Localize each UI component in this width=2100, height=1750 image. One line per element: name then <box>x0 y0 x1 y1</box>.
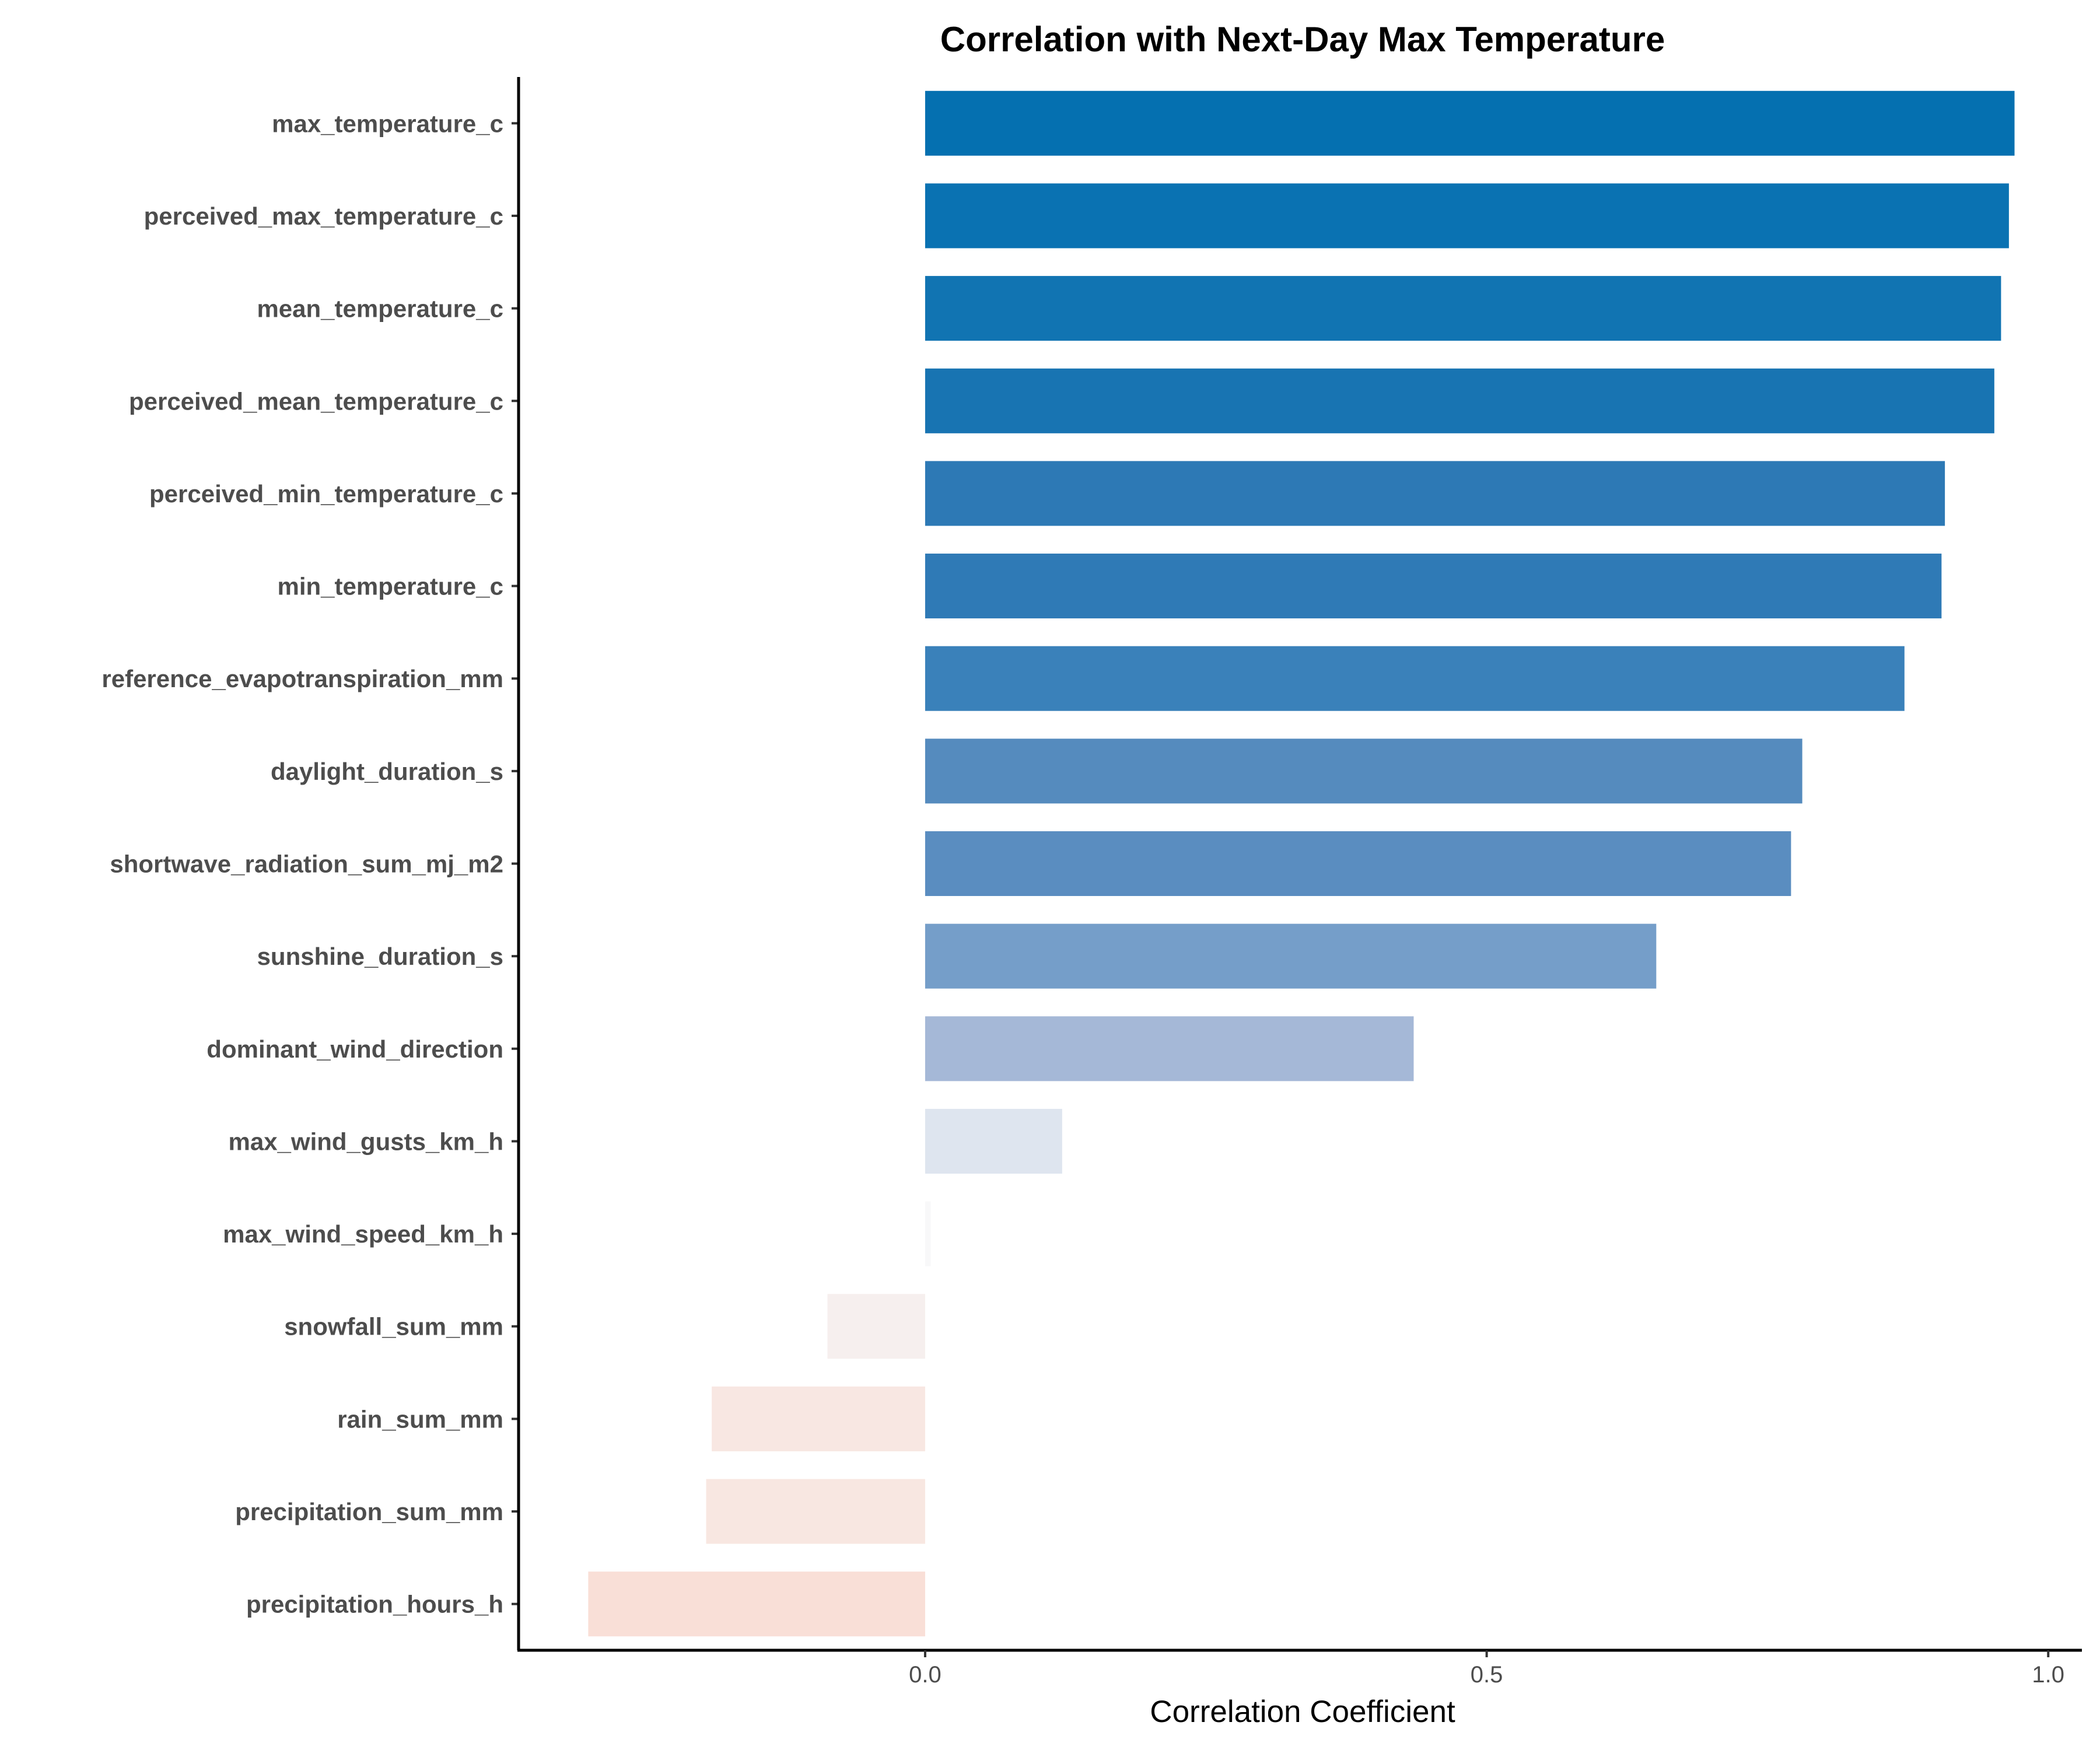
bar-precipitation_hours_h <box>588 1572 925 1637</box>
category-label: snowfall_sum_mm <box>284 1313 503 1340</box>
category-label: perceived_max_temperature_c <box>144 202 503 230</box>
bar-dominant_wind_direction <box>925 1016 1414 1082</box>
x-tick-label: 0.0 <box>909 1662 942 1688</box>
category-labels: max_temperature_c perceived_max_temperatu… <box>102 110 519 1618</box>
bar-daylight_duration_s <box>925 738 1803 804</box>
bar-reference_evapotranspiration_mm <box>925 646 1905 711</box>
bar-perceived_min_temperature_c <box>925 461 1945 526</box>
category-label: dominant_wind_direction <box>206 1035 503 1063</box>
bar-snowfall_sum_mm <box>827 1294 925 1359</box>
x-tick-label: 0.5 <box>1471 1662 1503 1688</box>
category-label: max_temperature_c <box>272 110 503 137</box>
category-label: daylight_duration_s <box>271 758 503 785</box>
category-label: max_wind_speed_km_h <box>223 1220 503 1248</box>
bar-mean_temperature_c <box>925 276 2001 341</box>
bar-min_temperature_c <box>925 554 1942 619</box>
bar-rain_sum_mm <box>712 1386 925 1451</box>
category-label: mean_temperature_c <box>257 295 503 323</box>
category-label: perceived_min_temperature_c <box>149 480 503 508</box>
x-axis-title: Correlation Coefficient <box>1150 1695 1455 1729</box>
bars-group <box>588 90 2015 1637</box>
bar-max_wind_gusts_km_h <box>925 1108 1062 1174</box>
x-axis-ticks: 0.0 0.5 1.0 <box>909 1650 2064 1688</box>
category-label: sunshine_duration_s <box>257 943 503 970</box>
chart-title: Correlation with Next-Day Max Temperatur… <box>940 20 1665 59</box>
bar-shortwave_radiation_sum_mj_m2 <box>925 831 1791 897</box>
category-label: min_temperature_c <box>278 573 504 600</box>
bar-perceived_max_temperature_c <box>925 183 2009 249</box>
category-label: shortwave_radiation_sum_mj_m2 <box>110 850 503 878</box>
bar-max_wind_speed_km_h <box>925 1201 931 1266</box>
bar-perceived_mean_temperature_c <box>925 368 1994 433</box>
category-label: precipitation_hours_h <box>246 1591 503 1618</box>
bar-precipitation_sum_mm <box>706 1479 925 1544</box>
x-tick-label: 1.0 <box>2032 1662 2064 1688</box>
category-label: precipitation_sum_mm <box>235 1498 503 1525</box>
category-label: rain_sum_mm <box>337 1405 503 1433</box>
category-label: perceived_mean_temperature_c <box>129 387 503 415</box>
category-label: max_wind_gusts_km_h <box>228 1128 503 1155</box>
bar-sunshine_duration_s <box>925 923 1657 989</box>
bar-max_temperature_c <box>925 90 2015 156</box>
category-label: reference_evapotranspiration_mm <box>102 665 503 692</box>
